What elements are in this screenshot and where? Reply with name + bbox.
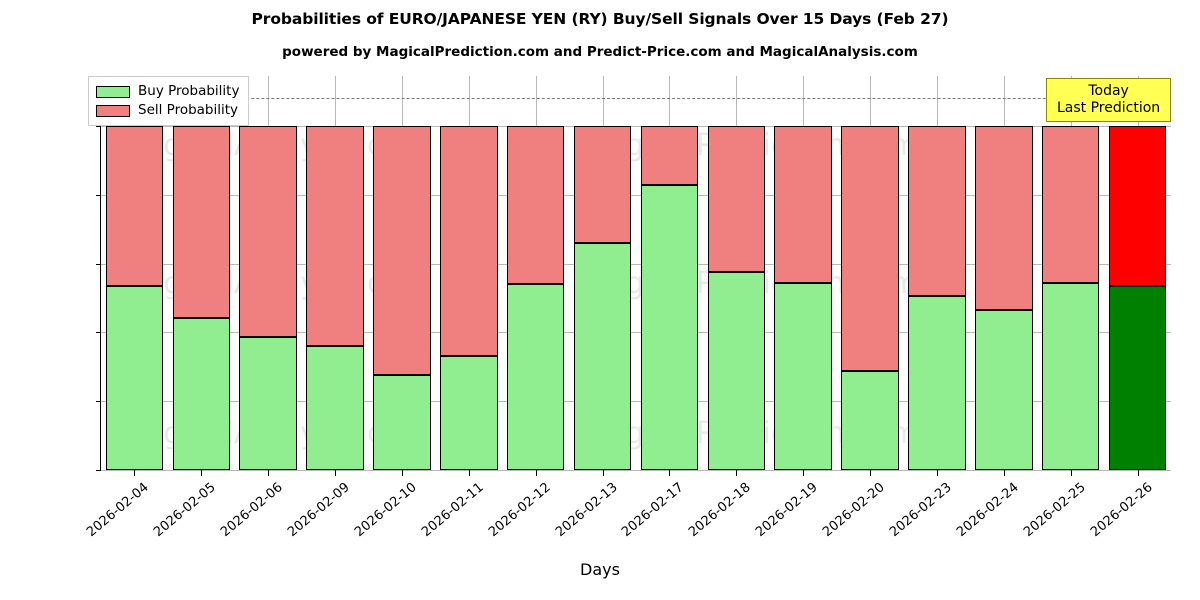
bar-segment-sell[interactable] (774, 125, 832, 283)
today-annotation-line1: Today (1088, 83, 1129, 99)
y-gridline (101, 194, 1171, 196)
bar-segment-sell[interactable] (573, 125, 632, 243)
bar-segment-sell[interactable] (172, 125, 231, 318)
bar-segment-sell[interactable] (1108, 125, 1167, 286)
y-tick-mark (95, 125, 101, 127)
y-gridline (101, 401, 1171, 403)
x-tick-mark (736, 470, 738, 476)
bar-segment-buy[interactable] (707, 271, 766, 470)
bar-group[interactable] (1041, 76, 1100, 470)
bar-segment-sell[interactable] (306, 125, 364, 346)
x-tick-mark (335, 470, 337, 476)
page-title: Probabilities of EURO/JAPANESE YEN (RY) … (251, 10, 949, 28)
y-tick-mark (95, 263, 101, 265)
y-gridline (101, 125, 1171, 127)
y-tick-mark (95, 332, 101, 334)
bar-segment-sell[interactable] (1041, 125, 1100, 284)
x-tick-mark (134, 470, 136, 476)
y-gridline (101, 470, 1171, 471)
threshold-dashed-line (101, 98, 1171, 100)
x-tick-mark (870, 470, 872, 476)
legend-swatch-buy (96, 85, 130, 98)
x-tick-mark (468, 470, 470, 476)
bar-segment-sell[interactable] (506, 125, 565, 284)
x-tick-mark (936, 470, 938, 476)
bar-group[interactable] (239, 76, 297, 470)
x-axis-label: Days (580, 560, 620, 579)
y-gridline (101, 263, 1171, 265)
bar-group[interactable] (440, 76, 498, 470)
x-tick-mark (669, 470, 671, 476)
x-tick-mark (535, 470, 537, 476)
bar-group[interactable] (105, 76, 164, 470)
legend-label-buy: Buy Probability (138, 82, 240, 99)
legend-item-buy[interactable]: Buy Probability (96, 82, 239, 101)
y-tick-mark (95, 194, 101, 196)
bar-segment-buy[interactable] (373, 375, 431, 470)
bar-segment-buy[interactable] (239, 337, 297, 470)
bar-group[interactable] (640, 76, 699, 470)
legend-label-sell: Sell Probability (138, 101, 239, 118)
bar-segment-buy[interactable] (573, 242, 632, 470)
bar-segment-sell[interactable] (841, 125, 899, 371)
bar-segment-buy[interactable] (440, 355, 498, 470)
x-tick-mark (1137, 470, 1139, 476)
bar-segment-buy[interactable] (640, 185, 699, 470)
today-annotation-line2: Last Prediction (1057, 99, 1161, 116)
x-tick-mark (268, 470, 270, 476)
legend-swatch-sell (96, 104, 130, 117)
bar-group[interactable] (707, 76, 766, 470)
bar-segment-sell[interactable] (908, 125, 966, 296)
x-tick-mark (1070, 470, 1072, 476)
bar-segment-buy[interactable] (105, 285, 164, 470)
bar-segment-sell[interactable] (440, 125, 498, 356)
bar-segment-buy[interactable] (1041, 283, 1100, 470)
chart-subtitle: powered by MagicalPrediction.com and Pre… (282, 44, 918, 60)
bar-group[interactable] (841, 76, 899, 470)
x-tick-mark (602, 470, 604, 476)
y-gridline (101, 332, 1171, 334)
x-tick-mark (201, 470, 203, 476)
bar-segment-sell[interactable] (373, 125, 431, 376)
bar-group[interactable] (774, 76, 832, 470)
bar-segment-buy[interactable] (774, 282, 832, 470)
x-tick-mark (803, 470, 805, 476)
y-tick-mark (95, 401, 101, 403)
bar-segment-buy[interactable] (975, 309, 1033, 470)
x-tick-mark (1003, 470, 1005, 476)
bar-group[interactable] (975, 76, 1033, 470)
bar-group[interactable] (573, 76, 632, 470)
bar-segment-buy[interactable] (506, 283, 565, 470)
x-tick-mark (401, 470, 403, 476)
today-annotation-box: Today Last Prediction (1046, 78, 1172, 123)
bar-segment-buy[interactable] (306, 345, 364, 470)
chart-legend: Buy Probability Sell Probability (88, 76, 250, 126)
bar-segment-buy[interactable] (1108, 285, 1167, 470)
bar-segment-sell[interactable] (707, 125, 766, 272)
bar-segment-buy[interactable] (908, 295, 966, 470)
bar-segment-buy[interactable] (841, 370, 899, 470)
bar-group[interactable] (172, 76, 231, 470)
bar-segment-sell[interactable] (239, 125, 297, 338)
bar-group[interactable] (908, 76, 966, 470)
bar-segment-sell[interactable] (640, 125, 699, 186)
bar-segment-sell[interactable] (975, 125, 1033, 310)
y-tick-mark (95, 470, 101, 471)
bar-group[interactable] (373, 76, 431, 470)
bar-group[interactable] (506, 76, 565, 470)
plot-area: 020406080100MagicalAnalysis.comMagicalPr… (85, 76, 1171, 540)
bar-segment-sell[interactable] (105, 125, 164, 286)
bar-group[interactable] (306, 76, 364, 470)
legend-item-sell[interactable]: Sell Probability (96, 101, 239, 120)
bar-segment-buy[interactable] (172, 317, 231, 470)
bar-group-today[interactable] (1108, 76, 1167, 470)
